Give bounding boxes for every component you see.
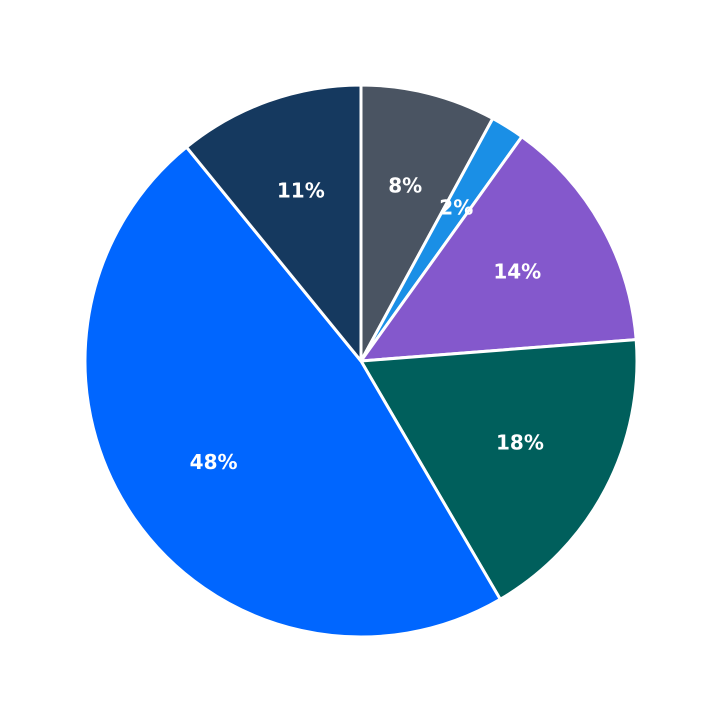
slice-label: 2% [439, 195, 473, 219]
slice-label: 18% [496, 431, 544, 455]
pie-slice [359, 135, 638, 363]
pie-slice [83, 145, 502, 639]
slice-label: 11% [277, 178, 325, 202]
pie-slice [185, 83, 363, 363]
pie-slice [359, 338, 639, 601]
slice-label: 8% [388, 174, 422, 198]
slice-label: 14% [493, 259, 541, 283]
slice-label: 48% [190, 450, 238, 474]
pie-slice [359, 83, 495, 363]
